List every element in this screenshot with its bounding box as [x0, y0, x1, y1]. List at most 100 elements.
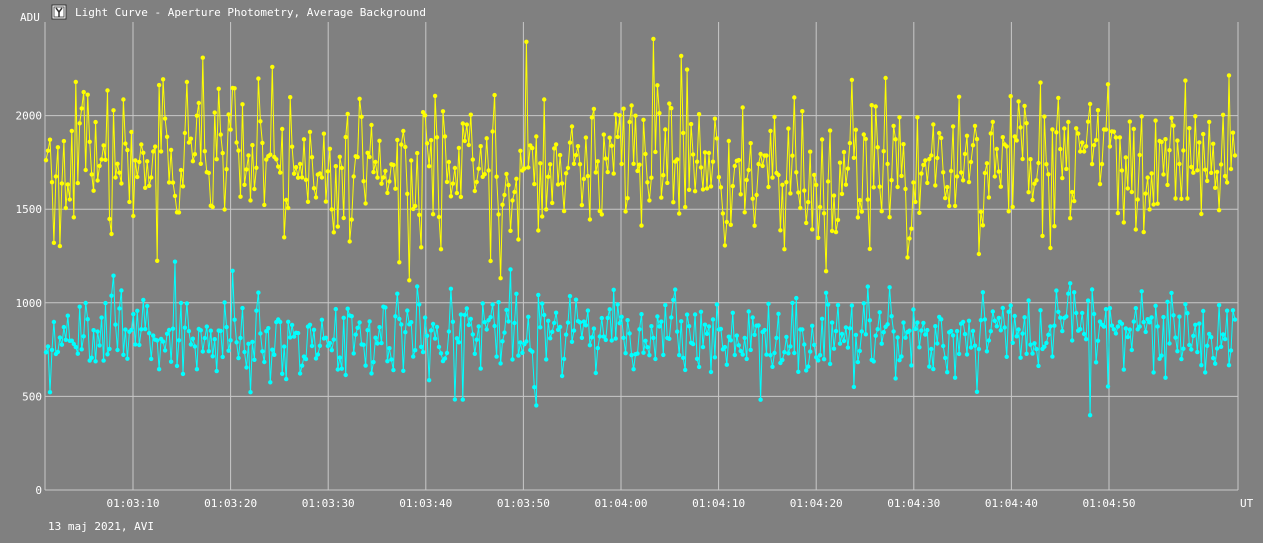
data-point: [1095, 338, 1101, 343]
data-point: [1109, 323, 1115, 328]
data-point: [1173, 335, 1178, 340]
data-point: [1147, 207, 1152, 212]
data-point: [113, 175, 118, 180]
data-point: [462, 138, 467, 144]
data-point: [343, 372, 348, 378]
data-point: [385, 359, 390, 364]
data-point: [897, 358, 902, 363]
data-point: [980, 290, 986, 295]
data-point: [589, 115, 595, 120]
data-point: [1105, 82, 1111, 87]
data-point: [540, 214, 545, 219]
data-point: [176, 210, 182, 215]
data-point: [1149, 171, 1154, 176]
data-point: [964, 352, 970, 357]
data-point: [841, 338, 847, 344]
x-tick-label: 01:03:50: [497, 497, 550, 510]
data-point: [962, 331, 968, 337]
data-point: [579, 335, 585, 340]
data-point: [1228, 348, 1234, 353]
data-point: [819, 316, 825, 321]
data-point: [1091, 311, 1097, 317]
data-point: [466, 322, 471, 328]
data-point: [748, 141, 753, 146]
data-point: [835, 217, 841, 223]
data-point: [1193, 114, 1198, 119]
data-point: [1018, 355, 1023, 360]
data-point: [865, 284, 870, 289]
data-point: [827, 361, 833, 367]
data-point: [434, 135, 440, 140]
data-point: [796, 190, 801, 195]
data-point: [980, 223, 986, 228]
data-point: [833, 229, 839, 235]
data-point: [929, 346, 934, 352]
data-point: [208, 328, 213, 333]
data-point: [1177, 314, 1182, 319]
data-point: [718, 326, 724, 332]
data-point: [722, 344, 728, 350]
data-point: [603, 156, 608, 161]
data-point: [468, 112, 473, 117]
data-point: [861, 301, 866, 306]
data-point: [1052, 323, 1057, 328]
data-point: [1153, 303, 1158, 308]
x-tick-label: 01:04:10: [692, 497, 745, 510]
data-point: [494, 354, 499, 359]
data-point: [1016, 99, 1021, 104]
data-point: [286, 319, 291, 324]
data-point: [331, 337, 336, 342]
data-point: [700, 187, 706, 192]
data-point: [669, 315, 674, 320]
y-tick-label: 500: [22, 390, 42, 403]
data-point: [313, 356, 319, 361]
data-point: [232, 317, 237, 322]
data-point: [504, 307, 509, 313]
data-point: [772, 350, 777, 356]
y-axis-label: ADU: [20, 11, 40, 24]
data-point: [831, 193, 837, 198]
data-point: [939, 135, 944, 141]
data-point: [272, 352, 277, 357]
data-point: [383, 168, 388, 174]
data-point: [1191, 333, 1196, 339]
data-point: [1155, 201, 1160, 206]
data-point: [464, 122, 469, 127]
data-point: [786, 126, 791, 131]
light-curve-app-icon[interactable]: [51, 4, 67, 20]
data-point: [808, 149, 813, 154]
data-point: [1177, 161, 1182, 167]
data-point: [452, 397, 458, 402]
data-point: [156, 367, 162, 372]
data-point: [284, 197, 289, 203]
data-point: [696, 364, 702, 370]
data-point: [409, 320, 414, 325]
data-point: [91, 328, 96, 333]
data-point: [1091, 142, 1097, 148]
data-point: [133, 158, 138, 163]
data-point: [446, 159, 452, 165]
data-point: [1117, 135, 1123, 140]
data-point: [1032, 341, 1037, 346]
data-point: [913, 199, 918, 205]
data-point: [291, 171, 297, 176]
data-point: [1224, 308, 1230, 313]
data-point: [143, 185, 148, 190]
data-point: [1107, 306, 1113, 311]
data-point: [825, 179, 831, 184]
data-point: [873, 104, 878, 109]
data-point: [220, 354, 225, 360]
data-point: [1078, 149, 1083, 154]
data-point: [843, 325, 849, 330]
data-point: [1111, 327, 1117, 332]
data-point: [1078, 327, 1083, 332]
data-point: [436, 344, 442, 350]
data-point: [605, 169, 610, 175]
data-point: [341, 315, 346, 320]
data-point: [744, 177, 749, 183]
data-point: [494, 174, 499, 179]
data-point: [486, 168, 491, 173]
data-point: [401, 128, 406, 134]
data-point: [1024, 121, 1029, 126]
data-point: [804, 220, 809, 226]
